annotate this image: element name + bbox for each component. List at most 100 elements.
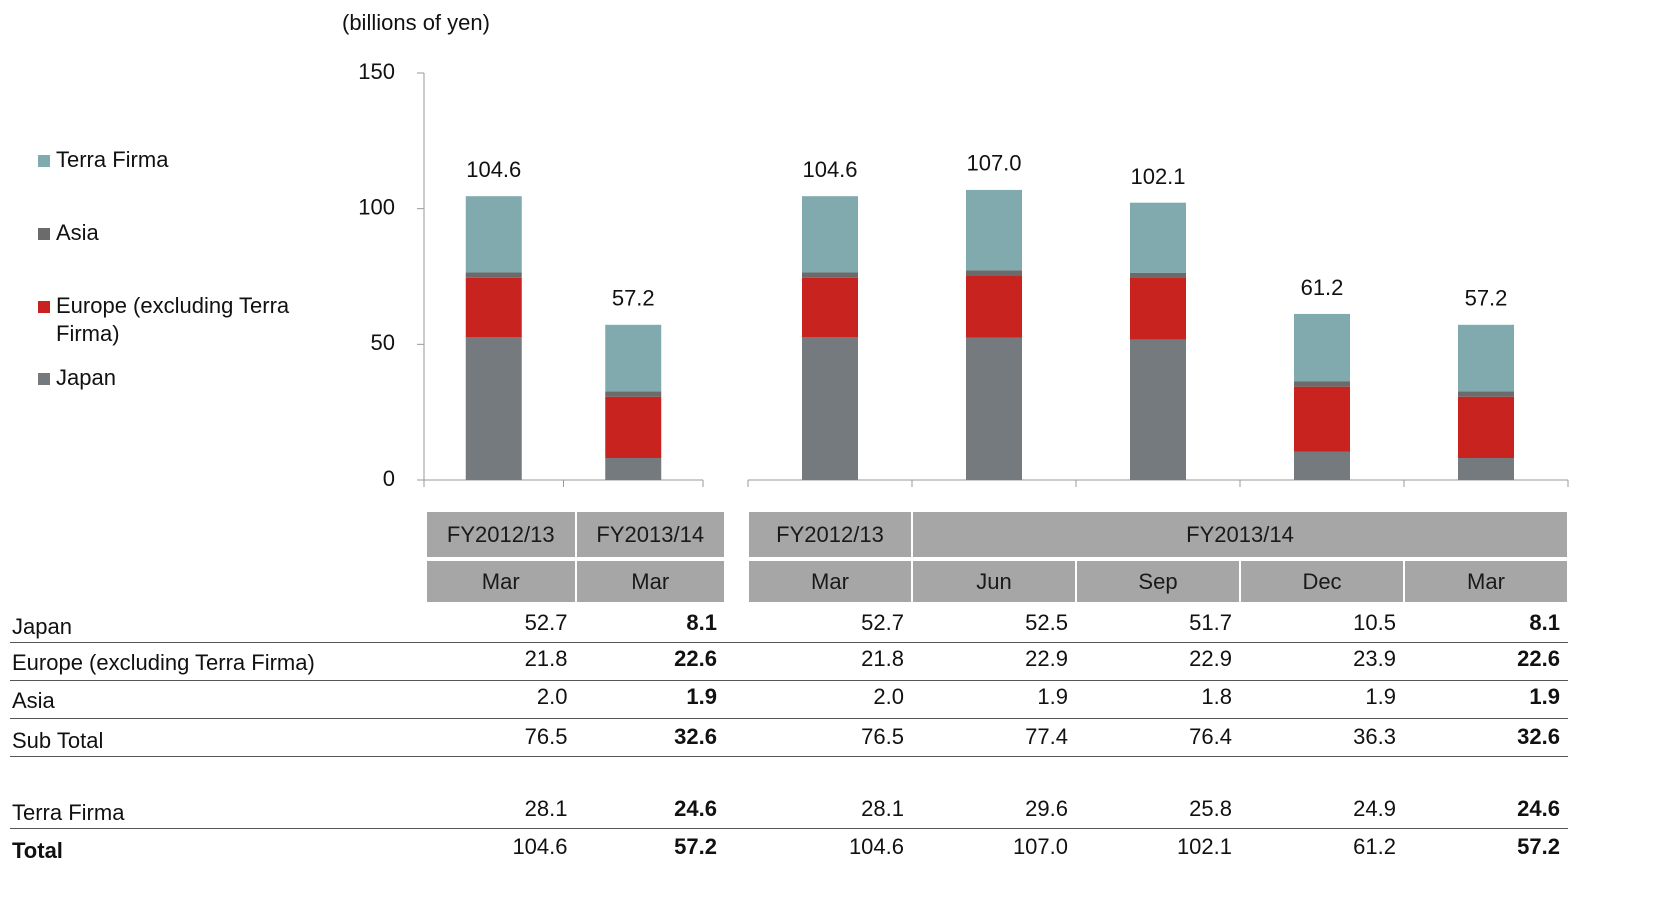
row-label: Japan — [12, 614, 72, 639]
table-cell: 1.8 — [1201, 684, 1232, 709]
table-cell: 57.2 — [674, 834, 717, 859]
row-rule — [10, 718, 1568, 719]
table-cell: 51.7 — [1189, 610, 1232, 635]
table-cell: 24.6 — [674, 796, 717, 821]
bar-segment — [605, 396, 662, 459]
row-rule — [10, 642, 1568, 643]
table-cell: 29.6 — [1025, 796, 1068, 821]
bar-segment — [605, 391, 662, 397]
table-cell: 24.9 — [1353, 796, 1396, 821]
row-rule — [10, 680, 1568, 681]
bar-segment — [1294, 381, 1350, 387]
legend-label: Asia — [56, 220, 99, 245]
table-cell: 76.4 — [1189, 724, 1232, 749]
y-axis-label: (billions of yen) — [342, 10, 490, 35]
table-cell: 1.9 — [686, 684, 717, 709]
bar-segment — [966, 270, 1022, 276]
bar-segment — [1294, 386, 1350, 452]
category-header: Mar — [749, 561, 911, 602]
legend-swatch — [38, 228, 50, 240]
table-cell: 104.6 — [848, 834, 904, 859]
table-cell: 76.5 — [861, 724, 904, 749]
total-label: 61.2 — [1301, 275, 1344, 300]
total-label: 57.2 — [1465, 286, 1508, 311]
table-cell: 1.9 — [1529, 684, 1560, 709]
table-cell: 8.1 — [1529, 610, 1560, 635]
table-cell: 52.5 — [1025, 610, 1068, 635]
row-label: Total — [12, 838, 63, 863]
table-cell: 28.1 — [861, 796, 904, 821]
table-cell: 102.1 — [1176, 834, 1232, 859]
bar-segment — [1130, 202, 1186, 273]
table-cell: 107.0 — [1012, 834, 1068, 859]
table-cell: 10.5 — [1353, 610, 1396, 635]
table-cell: 28.1 — [524, 796, 568, 821]
legend-swatch — [38, 155, 50, 167]
total-label: 102.1 — [1130, 164, 1185, 189]
table-cell: 8.1 — [686, 610, 717, 635]
legend-item: Asia — [38, 219, 356, 247]
bar-segment — [1458, 391, 1514, 397]
group-header: FY2013/14 — [913, 512, 1567, 557]
bar-segment — [966, 275, 1022, 338]
bar-segment — [1294, 451, 1350, 480]
category-header: Dec — [1241, 561, 1403, 602]
row-rule — [10, 756, 1568, 757]
legend-item: Terra Firma — [38, 146, 356, 174]
table-cell: 2.0 — [873, 684, 904, 709]
category-header: Sep — [1077, 561, 1239, 602]
y-tick-label: 0 — [383, 466, 395, 491]
bar-segment — [605, 324, 662, 392]
table-cell: 76.5 — [524, 724, 568, 749]
bar-segment — [1130, 272, 1186, 278]
bar-segment — [1458, 396, 1514, 459]
legend-item: Europe (excluding Terra Firma) — [38, 292, 356, 348]
table-cell: 21.8 — [861, 646, 904, 671]
table-cell: 77.4 — [1025, 724, 1068, 749]
total-label: 104.6 — [466, 157, 521, 182]
table-cell: 36.3 — [1353, 724, 1396, 749]
row-label: Terra Firma — [12, 800, 125, 825]
table-cell: 25.8 — [1189, 796, 1232, 821]
bar-segment — [802, 196, 858, 273]
total-label: 104.6 — [802, 157, 857, 182]
bar-segment — [1294, 313, 1350, 382]
row-rule — [10, 828, 1568, 829]
legend-label: Europe (excluding Terra Firma) — [56, 293, 290, 346]
legend-swatch — [38, 301, 50, 313]
bar-segment — [802, 272, 858, 278]
bar-segment — [1458, 324, 1514, 392]
table-cell: 104.6 — [512, 834, 568, 859]
y-tick-label: 50 — [371, 330, 395, 355]
bar-segment — [465, 337, 522, 480]
row-label: Asia — [12, 688, 55, 713]
legend-label: Japan — [56, 365, 116, 390]
table-cell: 32.6 — [674, 724, 717, 749]
table-cell: 22.6 — [1517, 646, 1560, 671]
bar-segment — [605, 458, 662, 480]
table-cell: 1.9 — [1037, 684, 1068, 709]
legend-label: Terra Firma — [56, 147, 169, 172]
category-header: Mar — [1405, 561, 1567, 602]
table-cell: 21.8 — [524, 646, 568, 671]
y-tick-label: 100 — [358, 194, 395, 219]
table-cell: 61.2 — [1353, 834, 1396, 859]
group-header: FY2013/14 — [576, 512, 724, 557]
bar-segment — [465, 272, 522, 278]
legend-item: Japan — [38, 364, 356, 392]
table-cell: 23.9 — [1353, 646, 1396, 671]
table-cell: 32.6 — [1517, 724, 1560, 749]
table-cell: 52.7 — [524, 610, 568, 635]
bar-segment — [465, 277, 522, 338]
bar-segment — [1130, 277, 1186, 340]
category-header: Mar — [427, 561, 575, 602]
category-header: Jun — [913, 561, 1075, 602]
y-tick-label: 150 — [358, 59, 395, 84]
bar-segment — [966, 337, 1022, 480]
group-header: FY2012/13 — [427, 512, 575, 557]
table-cell: 1.9 — [1365, 684, 1396, 709]
row-label: Sub Total — [12, 728, 104, 753]
table-cell: 57.2 — [1517, 834, 1560, 859]
category-header: Mar — [576, 561, 724, 602]
